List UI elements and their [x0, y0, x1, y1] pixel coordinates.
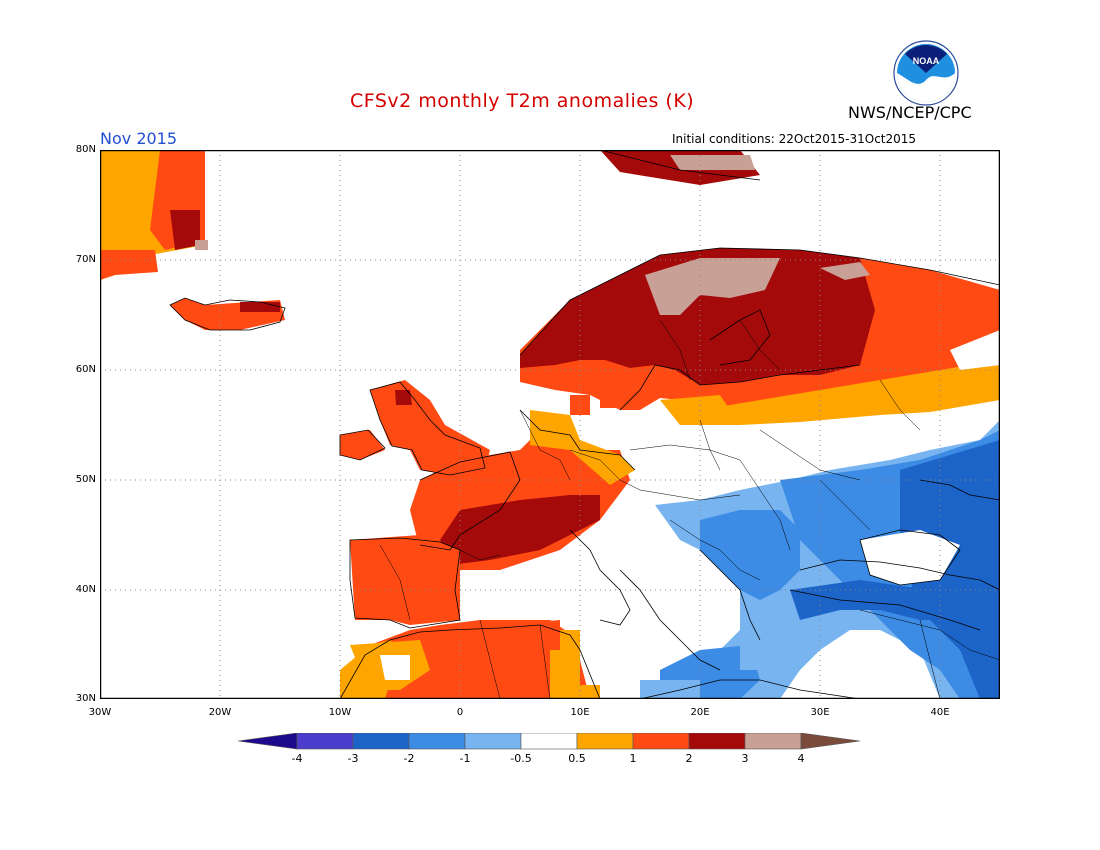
colorbar-swatch-1-2 — [632, 733, 690, 750]
colorbar-label: -1 — [459, 752, 471, 765]
noaa-logo: NOAA — [893, 40, 959, 106]
colorbar-label: 4 — [797, 752, 805, 765]
colorbar-label: 2 — [685, 752, 693, 765]
lon-tick-10W: 10W — [328, 707, 352, 718]
colorbar-label: -4 — [291, 752, 303, 765]
colorbar-swatch-2-3 — [688, 733, 746, 750]
colorbar-swatch-2-1 — [408, 733, 466, 750]
lat-tick-40N: 40N — [75, 584, 96, 595]
lat-tick-60N: 60N — [75, 364, 96, 375]
colorbar-label: 3 — [741, 752, 749, 765]
colorbar-swatch-lt-4 — [238, 733, 298, 750]
logo-text: NOAA — [913, 56, 940, 66]
anomaly-map — [100, 150, 1000, 699]
lat-tick-70N: 70N — [75, 254, 96, 265]
colorbar-swatch-3-4 — [744, 733, 802, 750]
lon-tick-30W: 30W — [88, 707, 112, 718]
colorbar-swatch-neutral — [520, 733, 578, 750]
lon-tick-20W: 20W — [208, 707, 232, 718]
agency-label: NWS/NCEP/CPC — [848, 103, 972, 122]
colorbar-swatch-gt4 — [800, 733, 861, 750]
colorbar-label: -0.5 — [510, 752, 532, 765]
page-title: CFSv2 monthly T2m anomalies (K) — [350, 90, 695, 112]
colorbar-label: -2 — [403, 752, 415, 765]
colorbar-swatch-1-05 — [464, 733, 522, 750]
lon-tick-40E: 40E — [930, 707, 950, 718]
colorbar — [238, 733, 861, 750]
lon-tick-20E: 20E — [690, 707, 710, 718]
colorbar-swatch-05-1 — [576, 733, 634, 750]
lon-tick-0: 0 — [456, 707, 464, 718]
forecast-month: Nov 2015 — [100, 129, 178, 148]
anomaly-fields — [100, 150, 1000, 699]
colorbar-label: -3 — [347, 752, 359, 765]
lon-tick-30E: 30E — [810, 707, 830, 718]
lat-tick-80N: 80N — [75, 144, 96, 155]
lon-tick-10E: 10E — [570, 707, 590, 718]
coastlines — [169, 150, 1000, 699]
graticule — [100, 150, 1000, 699]
colorbar-label: 0.5 — [568, 752, 586, 765]
lat-tick-30N: 30N — [75, 693, 96, 704]
map-frame — [100, 150, 1000, 699]
colorbar-swatch-3-2 — [352, 733, 410, 750]
initial-conditions-label: Initial conditions: 22Oct2015-31Oct2015 — [672, 132, 917, 146]
borders — [379, 319, 1000, 699]
colorbar-swatch-4-3 — [296, 733, 354, 750]
colorbar-label: 1 — [629, 752, 637, 765]
lat-tick-50N: 50N — [75, 474, 96, 485]
